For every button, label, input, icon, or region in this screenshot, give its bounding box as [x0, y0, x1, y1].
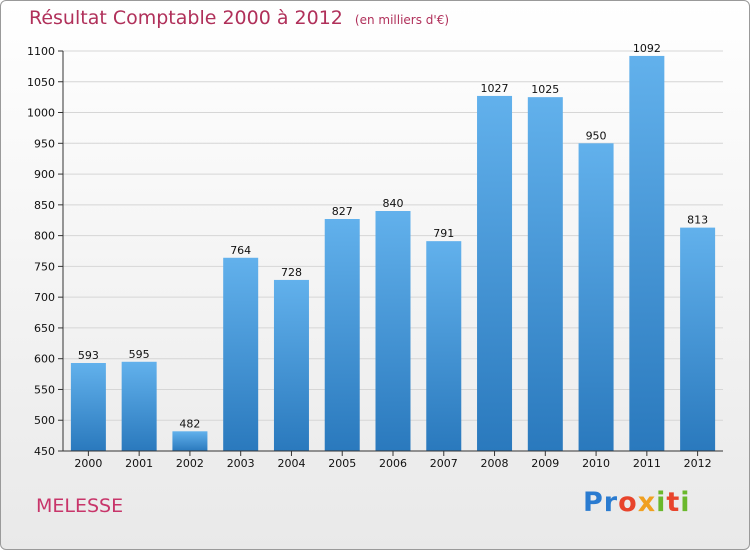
- x-tick-label: 2012: [684, 457, 712, 470]
- bar-value-label: 827: [332, 205, 353, 218]
- x-tick-label: 2008: [481, 457, 509, 470]
- x-tick-label: 2000: [74, 457, 102, 470]
- x-tick-label: 2001: [125, 457, 153, 470]
- bar-value-label: 482: [179, 417, 200, 430]
- logo-letter: t: [666, 487, 681, 518]
- logo-letter: i: [680, 487, 691, 518]
- x-tick-label: 2005: [328, 457, 356, 470]
- chart-title-unit: (en milliers d'€): [354, 13, 450, 27]
- bar: [680, 227, 716, 451]
- y-tick-label: 1000: [27, 107, 55, 120]
- bar-value-label: 840: [383, 197, 404, 210]
- y-tick-label: 700: [34, 291, 55, 304]
- y-tick-label: 1100: [27, 45, 55, 58]
- bar-value-label: 791: [433, 227, 454, 240]
- x-tick-label: 2003: [227, 457, 255, 470]
- bar-value-label: 950: [586, 129, 607, 142]
- y-tick-label: 1050: [27, 76, 55, 89]
- bar: [223, 257, 259, 451]
- commune-name: MELESSE: [36, 495, 124, 517]
- bar-value-label: 728: [281, 266, 302, 279]
- bar: [426, 241, 462, 451]
- logo-letter: P: [583, 487, 604, 518]
- x-tick-label: 2006: [379, 457, 407, 470]
- axes: 450 500 550 600 650 700 750 800 850 900 950 1000 105…: [27, 45, 723, 470]
- bar-value-label: 593: [78, 349, 99, 362]
- x-tick-label: 2004: [277, 457, 305, 470]
- logo-letter: r: [603, 487, 619, 518]
- y-tick-label: 650: [34, 322, 55, 335]
- bar: [375, 211, 411, 451]
- chart-title: Résultat Comptable 2000 à 2012 (en millie…: [29, 7, 449, 29]
- bar-value-label: 1092: [633, 42, 661, 55]
- x-tick-label: 2010: [582, 457, 610, 470]
- bar-value-label: 595: [129, 348, 150, 361]
- x-tick-label: 2007: [430, 457, 458, 470]
- bar: [172, 431, 208, 451]
- logo-letter: x: [637, 487, 657, 518]
- bar: [324, 219, 360, 451]
- bar-value-label: 813: [687, 214, 708, 227]
- y-tick-label: 800: [34, 230, 55, 243]
- bar-value-label: 764: [230, 244, 251, 257]
- bar-value-label: 1027: [481, 82, 509, 95]
- bar: [477, 95, 513, 451]
- y-tick-label: 750: [34, 260, 55, 273]
- x-tick-label: 2009: [531, 457, 559, 470]
- bar: [527, 97, 563, 452]
- y-tick-label: 850: [34, 199, 55, 212]
- y-tick-label: 900: [34, 168, 55, 181]
- chart-title-text: Résultat Comptable 2000 à 2012: [29, 7, 343, 29]
- bar-value-label: 1025: [531, 83, 559, 96]
- proxiti-logo: Proxiti: [583, 487, 691, 518]
- bars: 593 595 482 764 728 827 840 791 1027 1025 950 1092 8…: [70, 42, 716, 452]
- x-tick-label: 2011: [633, 457, 661, 470]
- bar: [578, 143, 614, 452]
- bar: [121, 361, 157, 451]
- bar: [273, 279, 309, 451]
- bar: [70, 363, 106, 451]
- logo-letter: o: [618, 487, 638, 518]
- x-tick-label: 2002: [176, 457, 204, 470]
- y-tick-label: 450: [34, 445, 55, 458]
- y-tick-label: 600: [34, 353, 55, 366]
- y-tick-label: 500: [34, 414, 55, 427]
- logo-letter: i: [656, 487, 667, 518]
- bar: [629, 55, 665, 452]
- y-tick-label: 550: [34, 383, 55, 396]
- y-tick-label: 950: [34, 137, 55, 150]
